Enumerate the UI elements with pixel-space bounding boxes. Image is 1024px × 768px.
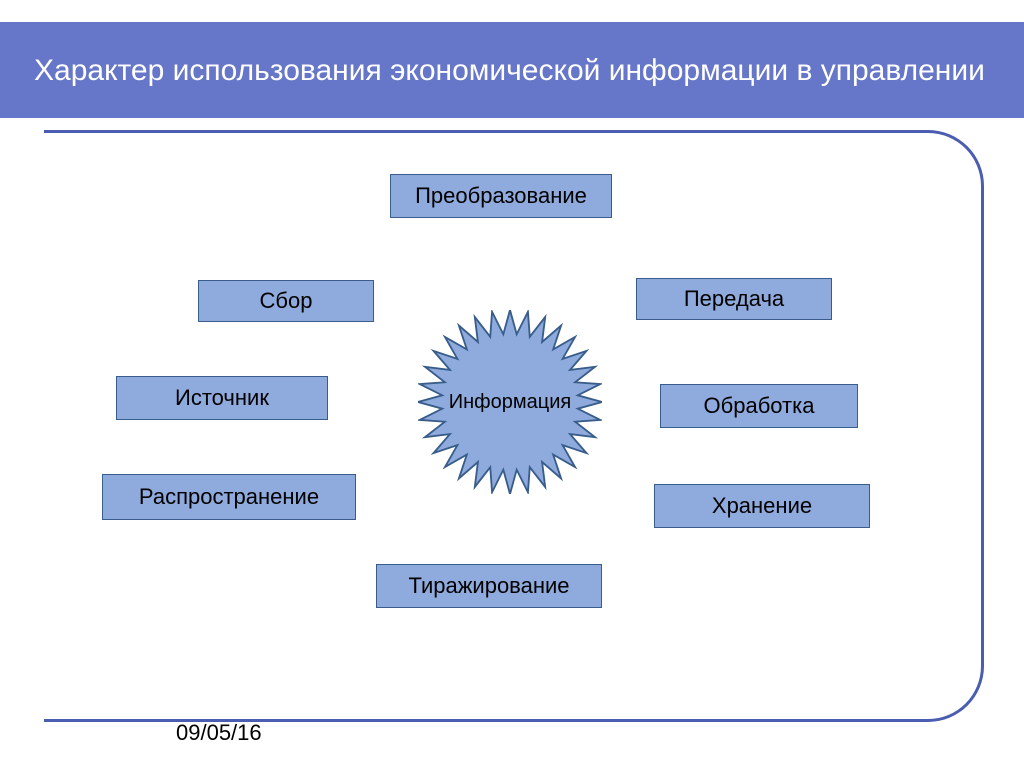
- footer-date: 09/05/16: [176, 720, 262, 746]
- node-mid_left: Источник: [116, 376, 328, 420]
- node-top_left: Сбор: [198, 280, 374, 322]
- slide: Характер использования экономической инф…: [0, 0, 1024, 768]
- node-top_right: Передача: [636, 278, 832, 320]
- center-label: Информация: [449, 391, 571, 414]
- node-bottom: Тиражирование: [376, 564, 602, 608]
- node-top: Преобразование: [390, 174, 612, 218]
- title-bar: Характер использования экономической инф…: [0, 22, 1024, 118]
- node-mid_right: Обработка: [660, 384, 858, 428]
- node-low_right: Хранение: [654, 484, 870, 528]
- center-star: Информация: [418, 310, 602, 494]
- node-low_left: Распространение: [102, 474, 356, 520]
- slide-title: Характер использования экономической инф…: [34, 51, 985, 90]
